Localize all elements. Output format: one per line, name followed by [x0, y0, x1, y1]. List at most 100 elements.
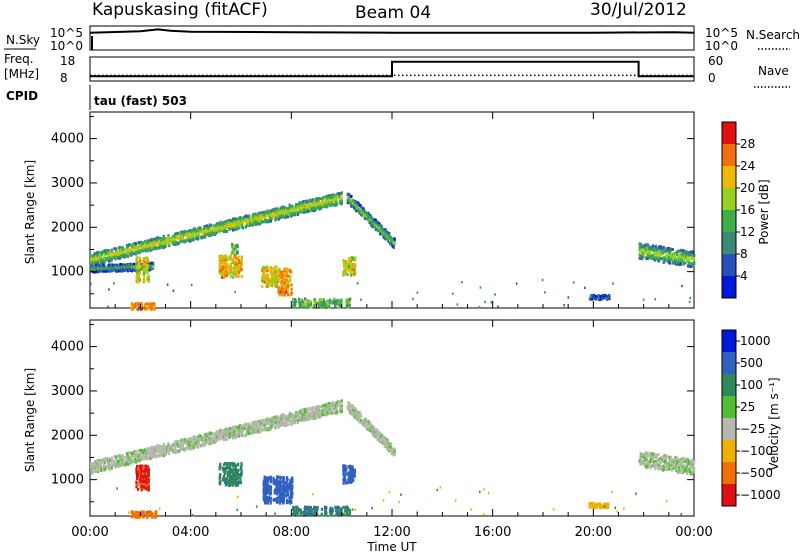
power-blob-cell	[266, 265, 268, 268]
power-blob-cell	[289, 269, 291, 272]
velocity-band-cell	[341, 399, 343, 402]
power-band-cell	[680, 263, 682, 266]
power-blob-cell	[273, 276, 275, 279]
power-blob-cell	[136, 262, 138, 265]
power-blob-cell	[143, 258, 145, 261]
power-scatter-cell	[491, 301, 493, 303]
power-blob-cell	[261, 277, 263, 280]
power-blob-cell	[598, 297, 600, 300]
power-scatter-cell	[568, 296, 570, 298]
power-blob-cell	[277, 278, 279, 281]
power-blob-cell	[237, 251, 239, 254]
power-blob-cell	[287, 274, 289, 277]
power-blob-cell	[289, 279, 291, 282]
power-blob-cell	[148, 280, 150, 283]
nave-tick-high: 60	[708, 54, 723, 68]
noise-left-tick-high: 10^5	[50, 26, 83, 40]
power-blob-cell	[281, 286, 283, 289]
power-blob-cell	[230, 275, 232, 278]
power-scatter-cell	[643, 299, 645, 301]
power-scatter-cell	[360, 299, 362, 301]
power-scatter-cell	[348, 299, 350, 301]
freq-label-line1: Freq.	[4, 52, 34, 66]
power-panel-frame	[90, 112, 694, 308]
power-blob-cell	[294, 298, 296, 301]
power-blob-cell	[241, 259, 243, 262]
power-blob-cell	[299, 305, 301, 308]
power-band-cell	[669, 252, 671, 255]
velocity-band-cell	[394, 453, 396, 456]
power-band-cell	[197, 237, 199, 240]
velocity-band-cell	[663, 468, 665, 471]
power-blob-cell	[340, 299, 342, 302]
power-blob-cell	[143, 280, 145, 283]
power-colorbar-tick-label: 28	[740, 137, 755, 151]
velocity-band-cell	[111, 467, 113, 470]
power-blob-cell	[134, 303, 136, 306]
power-scatter-cell	[412, 298, 414, 300]
power-blob-cell	[326, 301, 328, 304]
velocity-band-cell	[168, 452, 170, 455]
power-blob-cell	[237, 273, 239, 276]
velocity-band-cell	[198, 441, 200, 444]
velocity-band-cell	[341, 404, 343, 407]
power-blob-cell	[348, 262, 350, 265]
power-blob-cell	[289, 276, 291, 279]
power-blob-cell	[146, 264, 148, 267]
velocity-band-cell	[197, 445, 199, 448]
power-blob-cell	[314, 301, 316, 304]
power-band-cell	[394, 242, 396, 245]
power-blob-cell	[267, 275, 269, 278]
power-blob-cell	[228, 256, 230, 259]
power-band-cell	[672, 248, 674, 251]
power-blob-cell	[228, 272, 230, 275]
power-ytick-label: 3000	[51, 176, 84, 191]
power-blob-cell	[225, 263, 227, 266]
power-blob-cell	[138, 278, 140, 281]
power-blob-cell	[345, 260, 347, 263]
power-blob-cell	[281, 280, 283, 283]
velocity-band-cell	[341, 410, 343, 413]
power-blob-cell	[270, 268, 272, 271]
power-blob-cell	[225, 255, 227, 258]
power-band-cell	[198, 233, 200, 236]
power-blob-cell	[283, 288, 285, 291]
power-blob-cell	[323, 305, 325, 308]
power-colorbar-tick-label: 4	[740, 269, 748, 283]
power-colorbar-tick-label: 24	[740, 159, 755, 173]
power-blob-cell	[275, 265, 277, 268]
power-colorbar-tick-label: 12	[740, 225, 755, 239]
power-blob-cell	[143, 272, 145, 275]
noise-panel-frame	[90, 26, 694, 50]
power-ytick-label: 2000	[51, 220, 84, 235]
power-blob-cell	[231, 260, 233, 263]
power-colorbar-label: Power [dB]	[757, 179, 771, 244]
power-blob-cell	[345, 270, 347, 273]
power-scatter-cell	[167, 284, 169, 286]
velocity-band-cell	[147, 457, 149, 460]
power-blob-cell	[345, 273, 347, 276]
power-scatter-cell	[457, 303, 459, 305]
power-band-cell	[341, 191, 343, 194]
power-band-cell	[691, 251, 693, 254]
power-blob-cell	[233, 251, 235, 254]
power-blob-cell	[277, 287, 279, 290]
power-band-cell	[177, 232, 179, 235]
power-scatter-cell	[293, 304, 295, 306]
power-band-cell	[663, 246, 665, 249]
power-band-cell	[122, 248, 124, 251]
power-scatter-cell	[689, 301, 691, 303]
power-band-cell	[693, 262, 695, 265]
velocity-band-cell	[122, 456, 124, 459]
power-colorbar-tick-label: 16	[740, 203, 755, 217]
power-blob-cell	[138, 266, 140, 269]
power-scatter-cell	[138, 307, 140, 309]
power-scatter-cell	[584, 287, 586, 289]
power-blob-cell	[307, 303, 309, 306]
power-blob-cell	[601, 295, 603, 298]
power-blob-cell	[343, 265, 345, 268]
velocity-band-cell	[287, 423, 289, 426]
power-blob-cell	[270, 282, 272, 285]
power-blob-cell	[153, 305, 155, 308]
power-scatter-cell	[234, 291, 236, 293]
